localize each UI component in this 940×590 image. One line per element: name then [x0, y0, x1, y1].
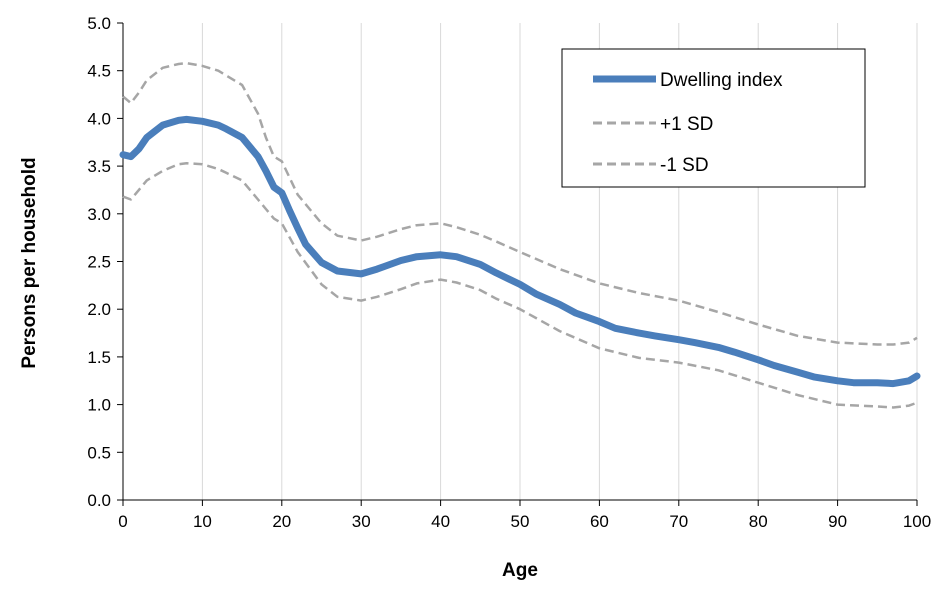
legend: Dwelling index +1 SD -1 SD	[561, 48, 866, 188]
y-tick-label: 3.5	[87, 157, 111, 176]
x-tick-label: 30	[352, 512, 371, 531]
y-tick-label: 0.0	[87, 491, 111, 510]
y-tick-label: 5.0	[87, 14, 111, 33]
x-tick-label: 70	[669, 512, 688, 531]
x-tick-label: 20	[272, 512, 291, 531]
series-line-plus-1-sd	[122, 61, 918, 346]
x-tick-label: 60	[590, 512, 609, 531]
y-tick-label: 2.5	[87, 253, 111, 272]
series-line-dwelling-index	[119, 115, 921, 388]
y-tick-label: 4.5	[87, 62, 111, 81]
y-axis-title: Persons per household	[19, 157, 40, 368]
series-line-minus-1-sd	[122, 161, 918, 409]
y-tick-label: 3.0	[87, 205, 111, 224]
x-tick-label: 0	[118, 512, 127, 531]
y-tick-label: 1.0	[87, 396, 111, 415]
x-axis-title: Age	[502, 560, 538, 581]
y-tick-label: 1.5	[87, 348, 111, 367]
y-tick-label: 4.0	[87, 109, 111, 128]
y-tick-label: 0.5	[87, 443, 111, 462]
axes	[117, 22, 918, 506]
legend-label-dwelling-index: Dwelling index	[660, 70, 783, 91]
x-tick-label: 50	[511, 512, 530, 531]
tick-labels: 0 10 20 30 40 50 60 70 80 90 100 0.0 0.5 1.0 1.5 2.0 2.5…	[87, 14, 931, 531]
x-tick-label: 90	[828, 512, 847, 531]
x-tick-label: 40	[431, 512, 450, 531]
legend-label-minus-1-sd: -1 SD	[660, 155, 709, 176]
x-tick-label: 80	[749, 512, 768, 531]
x-tick-label: 10	[193, 512, 212, 531]
y-tick-label: 2.0	[87, 300, 111, 319]
x-tick-label: 100	[903, 512, 931, 531]
series-lines	[119, 61, 921, 409]
legend-label-plus-1-sd: +1 SD	[660, 114, 713, 135]
